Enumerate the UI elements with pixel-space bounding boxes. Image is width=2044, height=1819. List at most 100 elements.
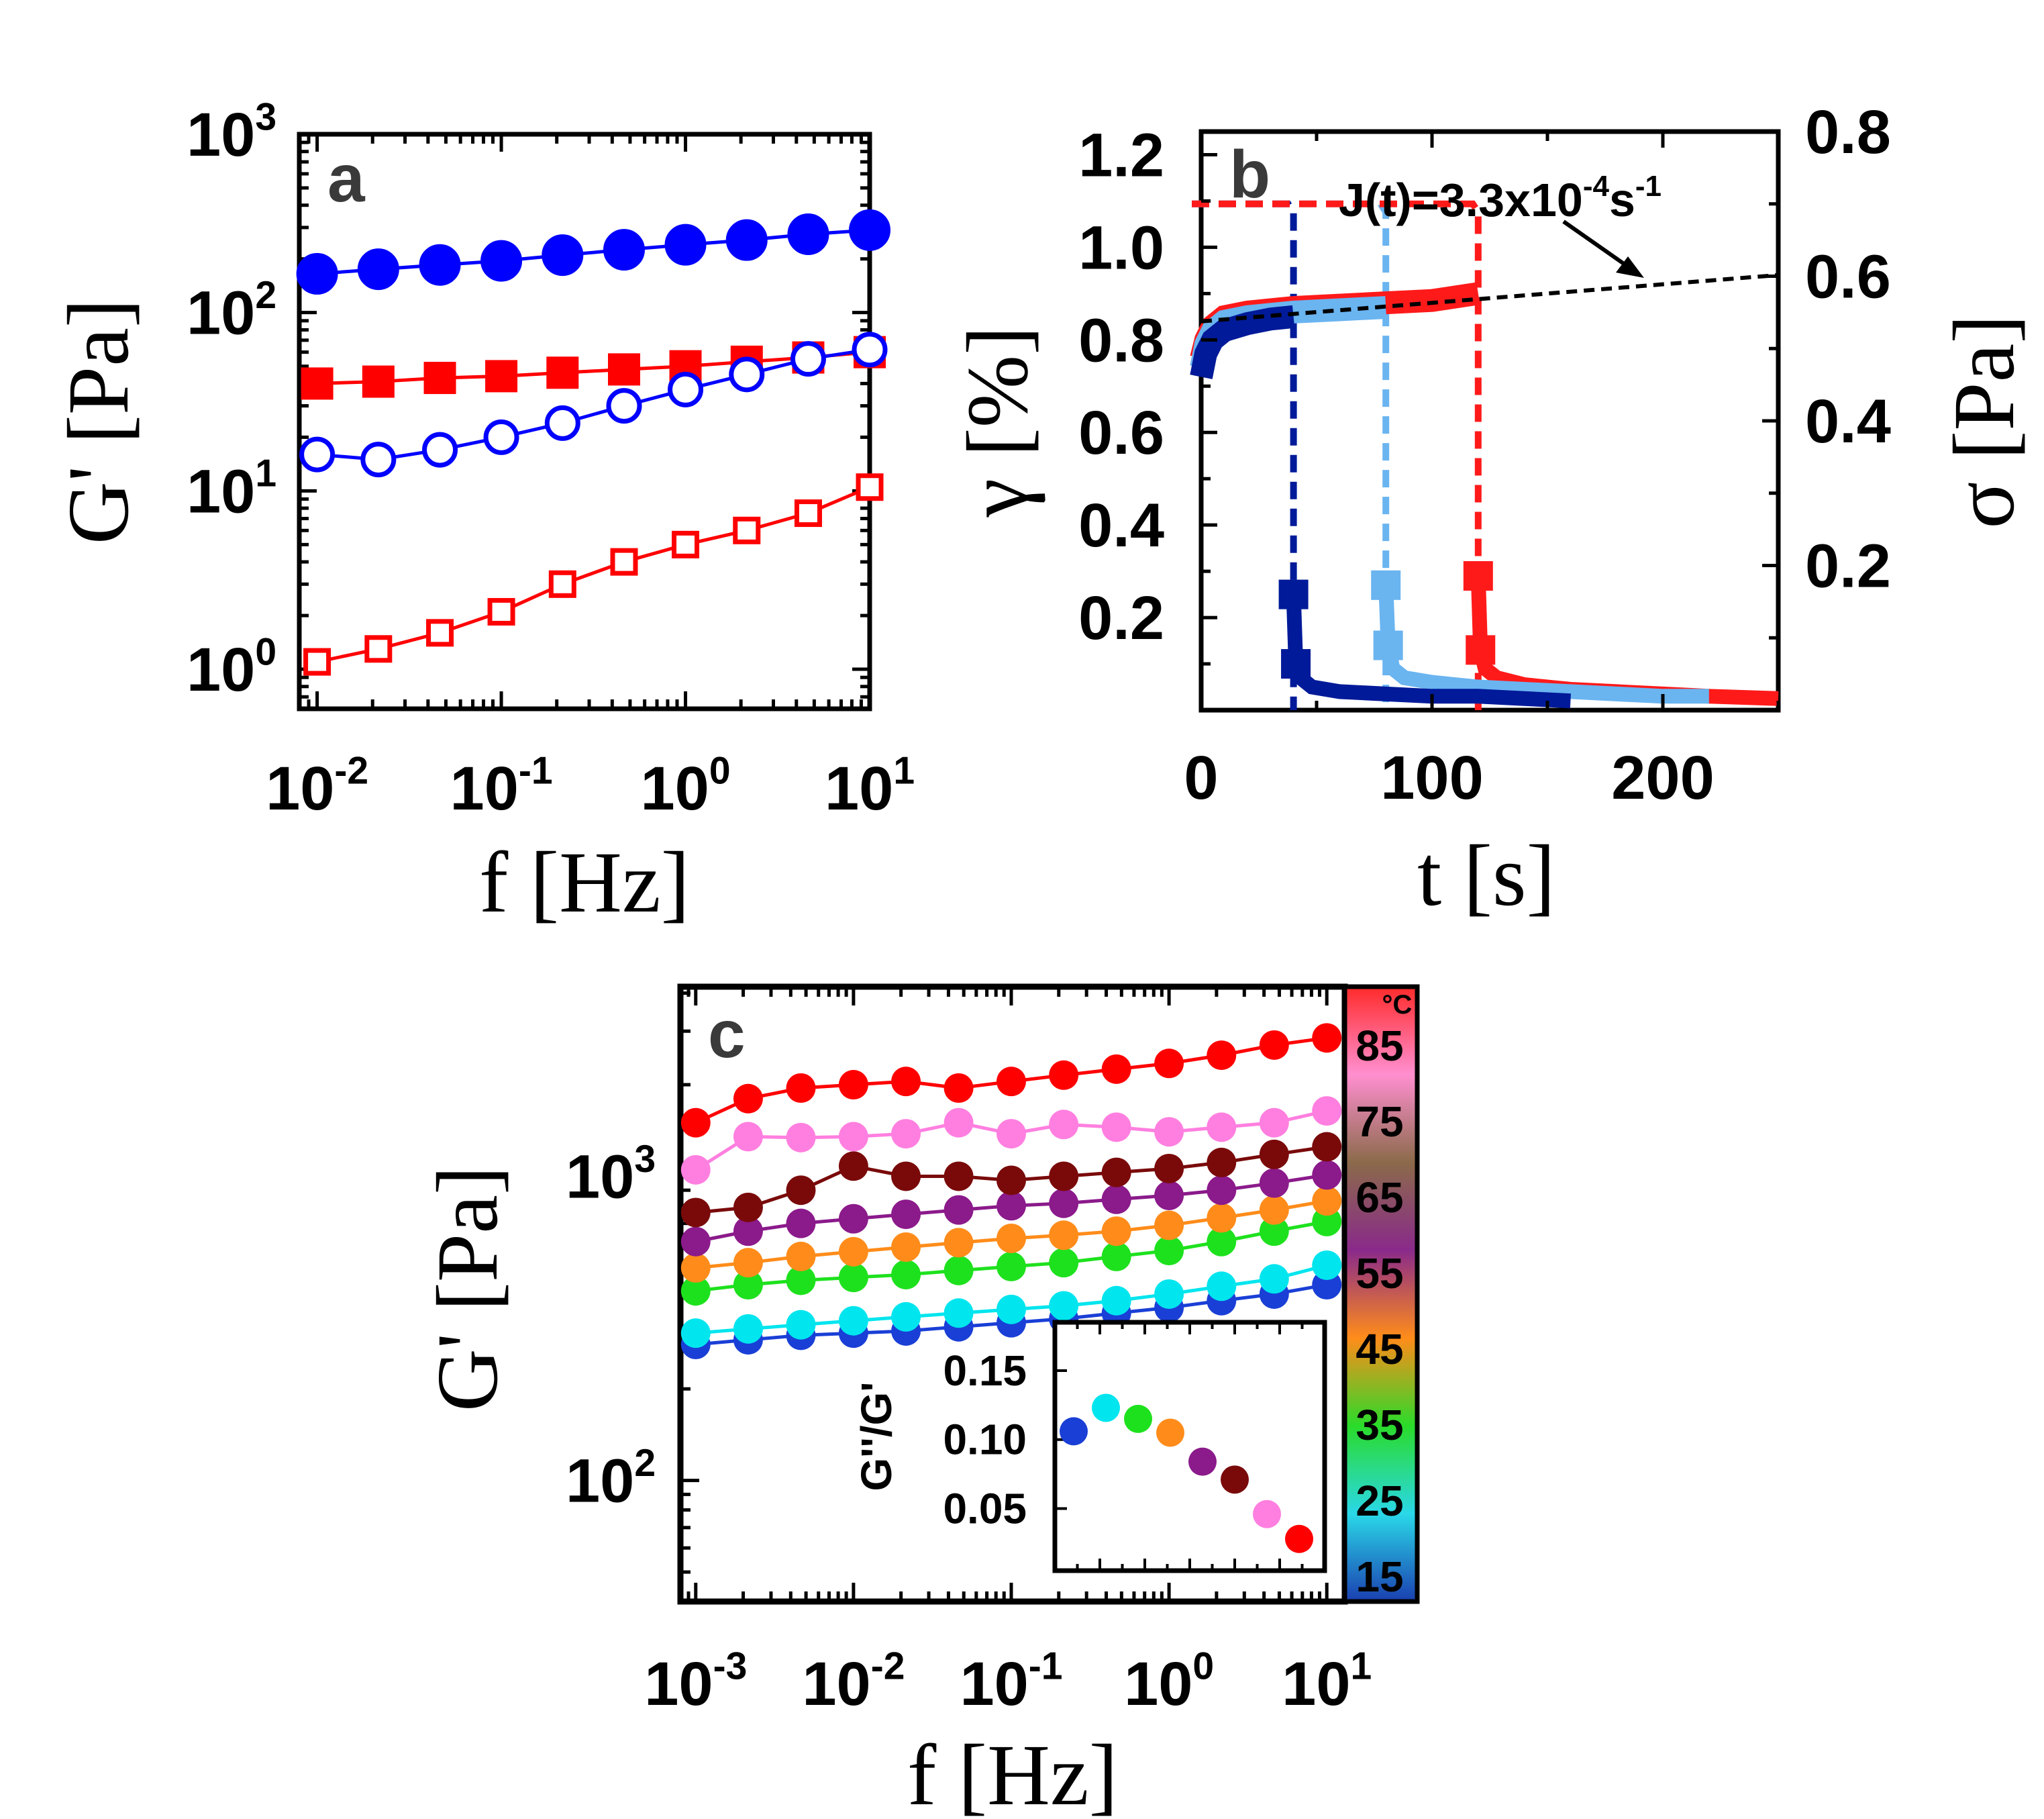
- colorbar-label: 75: [1356, 1097, 1403, 1146]
- data-point-55: [786, 1208, 816, 1238]
- x-tick-label: 100: [1380, 744, 1484, 812]
- recovery-marker: [1278, 579, 1309, 609]
- colorbar: [1342, 984, 1420, 1604]
- data-point: [546, 356, 579, 389]
- data-point-45: [1259, 1195, 1289, 1225]
- y-tick-label: 1.0: [1078, 213, 1164, 282]
- data-point: [364, 635, 393, 663]
- creep-curve: [1190, 305, 1295, 379]
- y-tick-label: 102: [187, 274, 276, 348]
- y-axis-title: G' [Pa]: [419, 1166, 516, 1412]
- y-tick-label: 0.6: [1078, 399, 1164, 467]
- data-point-25: [1154, 1279, 1184, 1309]
- data-point-75: [891, 1119, 921, 1149]
- data-point-65: [1101, 1157, 1131, 1187]
- data-point-25: [1207, 1271, 1237, 1301]
- data-point-65: [1259, 1139, 1289, 1169]
- data-point: [480, 240, 523, 282]
- y-tick-label: 0.8: [1078, 306, 1164, 375]
- data-point: [852, 332, 888, 368]
- y-tick-label: 101: [187, 452, 276, 526]
- colorbar-label: 25: [1356, 1477, 1403, 1525]
- data-point-55: [943, 1195, 974, 1225]
- data-point-55: [1259, 1168, 1289, 1198]
- data-point-35: [786, 1265, 816, 1295]
- x-tick-label: 10-2: [266, 749, 368, 823]
- data-point-75: [1154, 1117, 1184, 1147]
- data-point: [423, 362, 456, 395]
- series-line: [317, 228, 870, 276]
- data-point: [303, 648, 331, 676]
- data-point: [733, 516, 761, 544]
- data-point: [544, 405, 580, 441]
- data-point-25: [838, 1306, 868, 1336]
- data-point-25: [1312, 1250, 1342, 1280]
- data-point-85: [1207, 1040, 1237, 1071]
- data-point-65: [891, 1161, 921, 1191]
- data-point-65: [1049, 1161, 1079, 1191]
- y-tick-label: 103: [187, 95, 276, 169]
- data-point-45: [891, 1232, 921, 1262]
- data-point: [357, 248, 399, 291]
- series-line: [317, 485, 870, 664]
- data-point: [419, 244, 461, 286]
- data-point-75: [1312, 1096, 1342, 1126]
- y2-tick-label: 0.4: [1805, 387, 1891, 456]
- inset-frame: [1052, 1320, 1327, 1573]
- data-point: [548, 570, 576, 598]
- x-tick-label: 101: [825, 749, 915, 823]
- stress-step-line: [1192, 200, 1297, 710]
- plot-frame: [297, 132, 872, 711]
- colorbar-label: 85: [1356, 1022, 1403, 1070]
- colorbar-label: 15: [1356, 1553, 1403, 1601]
- data-point: [849, 209, 890, 251]
- data-point-75: [1049, 1110, 1079, 1140]
- inset-point: [1285, 1524, 1313, 1553]
- data-point-55: [1049, 1188, 1079, 1218]
- data-point: [608, 353, 641, 386]
- x-tick-label: 0: [1184, 744, 1218, 812]
- series-line: [317, 348, 870, 462]
- x-tick-label: 10-2: [802, 1644, 905, 1718]
- data-point-55: [1101, 1184, 1131, 1214]
- data-point-85: [1049, 1060, 1079, 1090]
- data-point-25: [680, 1318, 711, 1348]
- data-point-45: [1101, 1216, 1131, 1246]
- data-point-25: [733, 1314, 763, 1344]
- inset-y-axis-title: G''/G': [852, 1382, 901, 1491]
- y2-tick-label: 0.2: [1805, 532, 1891, 601]
- colorbar-label: 55: [1356, 1249, 1403, 1297]
- data-point-65: [838, 1151, 868, 1181]
- recovery-marker: [1463, 561, 1493, 591]
- data-point-75: [786, 1122, 816, 1152]
- data-point-25: [786, 1310, 816, 1340]
- data-point-75: [1101, 1112, 1131, 1142]
- y-tick-label: 1.2: [1078, 121, 1164, 189]
- data-point-65: [786, 1175, 816, 1206]
- data-point: [422, 432, 458, 468]
- y-axis-title: G' [Pa]: [50, 299, 147, 544]
- x-axis-title: f [Hz]: [479, 834, 690, 931]
- data-point-35: [1312, 1206, 1342, 1236]
- data-point-75: [680, 1154, 711, 1185]
- data-point: [672, 530, 700, 558]
- x-tick-label: 101: [1282, 1644, 1372, 1718]
- inset-point: [1124, 1404, 1152, 1433]
- data-point-55: [1154, 1180, 1184, 1210]
- data-point-55: [996, 1191, 1026, 1221]
- data-point-25: [1259, 1264, 1289, 1294]
- y2-tick-label: 0.8: [1805, 98, 1891, 166]
- data-point: [603, 229, 646, 271]
- recovery-marker: [1466, 635, 1496, 665]
- data-point-65: [680, 1197, 711, 1228]
- data-point-25: [943, 1298, 974, 1328]
- data-point: [790, 341, 826, 377]
- data-point-35: [680, 1276, 711, 1306]
- data-point-45: [680, 1252, 711, 1283]
- stress-step-line: [1192, 200, 1482, 710]
- y-axis-title: γ [%]: [950, 326, 1046, 518]
- panel-letter: c: [708, 997, 746, 1072]
- data-point: [299, 436, 336, 473]
- x-tick-label: 200: [1611, 744, 1715, 812]
- data-point: [426, 619, 454, 647]
